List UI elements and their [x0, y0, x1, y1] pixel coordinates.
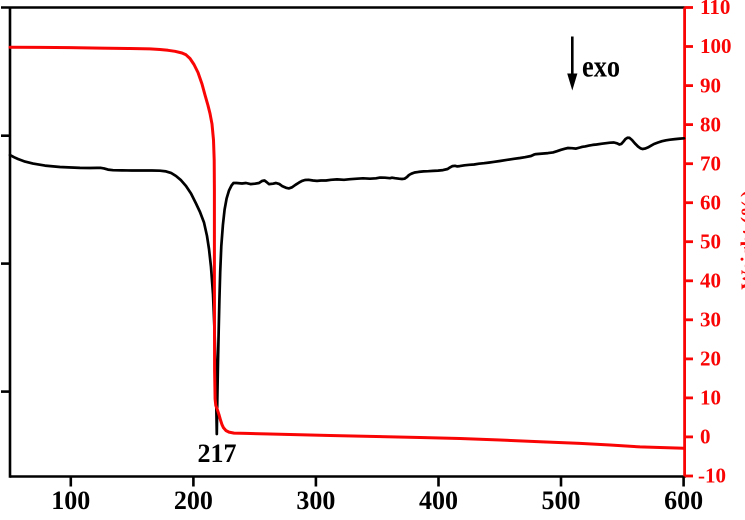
svg-text:300: 300	[296, 486, 335, 515]
svg-text:217: 217	[198, 439, 237, 468]
svg-text:-10: -10	[698, 464, 726, 488]
svg-text:0: 0	[700, 425, 711, 449]
svg-text:600: 600	[664, 486, 703, 515]
svg-text:Weight (%): Weight (%)	[738, 190, 745, 289]
svg-text:110: 110	[700, 0, 730, 19]
svg-text:exo: exo	[582, 50, 620, 84]
svg-text:80: 80	[700, 112, 721, 136]
svg-text:60: 60	[700, 190, 721, 214]
svg-text:90: 90	[700, 73, 721, 97]
svg-text:30: 30	[700, 308, 721, 332]
svg-text:100: 100	[700, 34, 732, 58]
svg-text:10: 10	[700, 386, 721, 410]
svg-text:200: 200	[174, 486, 213, 515]
svg-text:100: 100	[51, 486, 90, 515]
svg-text:40: 40	[700, 269, 721, 293]
svg-text:500: 500	[542, 486, 581, 515]
svg-text:20: 20	[700, 347, 721, 371]
svg-text:400: 400	[419, 486, 458, 515]
svg-text:50: 50	[700, 229, 721, 253]
svg-text:70: 70	[700, 151, 721, 175]
